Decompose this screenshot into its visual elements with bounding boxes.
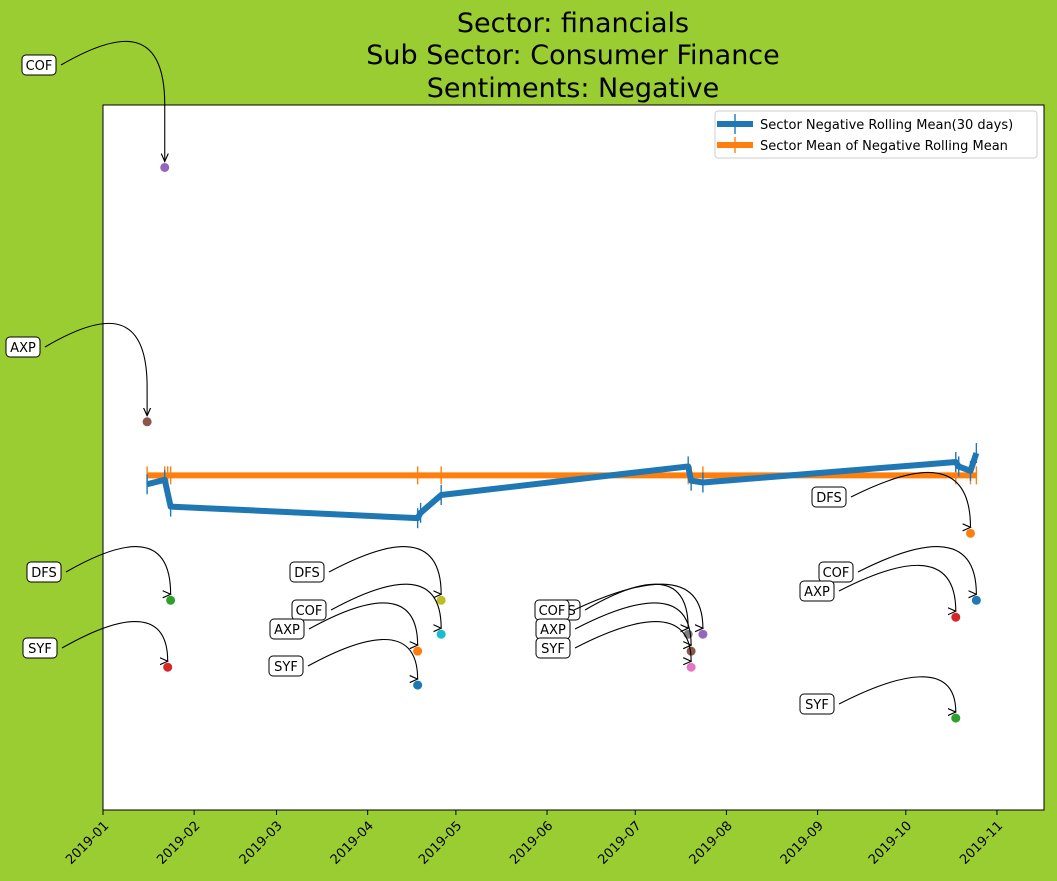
annotation-label: SYF <box>805 698 829 713</box>
x-tick-label: 2019-03 <box>237 819 286 868</box>
annotation-label: AXP <box>274 623 300 638</box>
annotation-label: COF <box>296 604 323 619</box>
annotation-syf: SYF <box>799 676 956 715</box>
annotation-box <box>22 637 58 659</box>
annotation-cof: COF <box>818 546 976 595</box>
x-tick-label: 2019-04 <box>328 819 377 868</box>
stock-point <box>436 595 446 605</box>
annotation-arrow <box>574 602 691 645</box>
annotation-arrow <box>574 620 691 662</box>
annotation-label: DFS <box>294 566 320 581</box>
annotation-dfs: DFS <box>26 546 171 595</box>
annotation-syf: SYF <box>22 620 168 662</box>
annotation-box <box>535 637 571 659</box>
stock-point <box>436 629 446 639</box>
annotation-box <box>5 336 41 358</box>
plot-area <box>102 104 1045 811</box>
x-axis: 2019-01 2019-02 2019-03 2019-04 2019-05 2019-… <box>63 810 1006 868</box>
annotation-box <box>799 693 835 715</box>
stock-point <box>142 417 152 427</box>
annotation-label: COF <box>539 604 566 619</box>
annotation-syf: SYF <box>268 638 418 680</box>
annotation-label: COF <box>823 566 850 581</box>
stock-point <box>413 646 423 656</box>
annotation-dfs: DFS <box>811 471 970 527</box>
x-tick-label: 2019-05 <box>416 819 465 868</box>
annotation-arrow <box>838 564 956 611</box>
annotation-axp: AXP <box>5 322 147 415</box>
annotation-arrow <box>328 546 441 595</box>
annotation-box <box>269 618 305 640</box>
annotation-label: DFS <box>816 491 842 506</box>
stock-point <box>413 680 423 690</box>
legend-box <box>714 110 1038 159</box>
annotation-box <box>26 561 62 583</box>
legend-item-sector-mean: Sector Mean of Negative Rolling Mean <box>717 137 1008 154</box>
annotation-axp: AXP <box>269 602 418 645</box>
x-tick-label: 2019-07 <box>595 819 644 868</box>
annotation-arrow <box>308 602 418 645</box>
annotation-box <box>21 54 57 76</box>
annotation-arrow <box>60 40 165 161</box>
annotations: COFAXPDFSSYFDFSCOFAXPSYFDFSCOFAXPSYFDFSC… <box>5 40 976 715</box>
annotation-label: SYF <box>541 642 565 657</box>
legend-item-rolling-mean: Sector Negative Rolling Mean(30 days) <box>717 114 1013 134</box>
annotation-arrow <box>65 546 171 595</box>
legend-label-rolling-mean: Sector Negative Rolling Mean(30 days) <box>760 118 1013 133</box>
annotation-cof: COF <box>291 583 441 628</box>
stock-point <box>951 612 961 622</box>
x-tick-label: 2019-09 <box>778 819 827 868</box>
stock-point <box>965 528 975 538</box>
annotation-label: SYF <box>274 660 298 675</box>
x-tick-label: 2019-02 <box>154 819 203 868</box>
annotation-box <box>799 580 835 602</box>
annotation-box <box>268 655 304 677</box>
annotation-arrow <box>307 638 418 680</box>
legend-label-sector-mean: Sector Mean of Negative Rolling Mean <box>760 139 1008 154</box>
stock-point <box>683 629 693 639</box>
stock-point <box>686 662 696 672</box>
stock-point <box>698 629 708 639</box>
annotation-label: DFS <box>31 566 57 581</box>
x-tick-label: 2019-11 <box>957 819 1006 868</box>
title-line-sentiment: Sentiments: Negative <box>427 73 719 104</box>
x-tick-label: 2019-08 <box>687 819 736 868</box>
series-layer <box>146 443 980 529</box>
annotation-box <box>289 561 325 583</box>
annotation-arrow <box>330 583 441 628</box>
annotation-box <box>291 599 327 621</box>
stock-point <box>160 162 170 172</box>
annotation-dfs: DFS <box>289 546 441 595</box>
stock-point <box>163 662 173 672</box>
title-line-subsector: Sub Sector: Consumer Finance <box>366 40 780 71</box>
legend: Sector Negative Rolling Mean(30 days) Se… <box>714 110 1038 159</box>
annotation-arrow <box>573 583 703 628</box>
x-tick-label: 2019-06 <box>507 819 556 868</box>
x-tick-label: 2019-10 <box>866 819 915 868</box>
annotation-arrow <box>44 322 147 415</box>
annotation-arrow <box>857 546 976 595</box>
annotation-label: AXP <box>540 623 566 638</box>
annotation-label: SYF <box>28 642 52 657</box>
title-line-sector: Sector: financials <box>457 8 689 39</box>
annotation-box <box>811 486 847 508</box>
stock-point <box>971 595 981 605</box>
annotation-arrow <box>61 620 168 662</box>
annotation-axp: AXP <box>535 602 691 645</box>
x-tick-label: 2019-01 <box>63 819 112 868</box>
annotation-cof: COF <box>21 40 165 161</box>
annotation-syf: SYF <box>535 620 691 662</box>
annotation-label: AXP <box>804 585 830 600</box>
annotation-arrow <box>850 471 970 527</box>
chart-title: Sector: financials Sub Sector: Consumer … <box>366 8 780 104</box>
annotation-label: COF <box>26 59 53 74</box>
annotation-arrow <box>838 676 956 712</box>
annotation-axp: AXP <box>799 564 956 611</box>
annotation-label: AXP <box>10 341 36 356</box>
annotation-box <box>818 561 854 583</box>
stock-point <box>166 595 176 605</box>
stock-point <box>951 713 961 723</box>
